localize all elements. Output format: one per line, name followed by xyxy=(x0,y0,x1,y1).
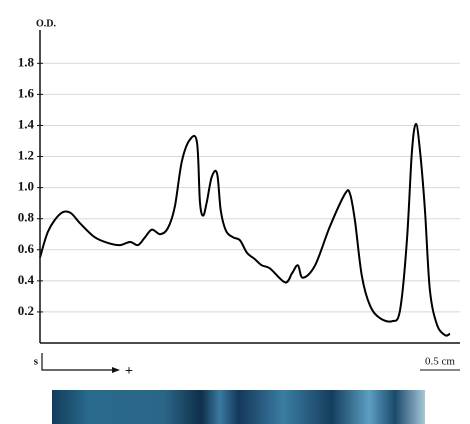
trace-line xyxy=(39,122,451,337)
y-tick-label: 0.6 xyxy=(18,241,35,256)
y-tick-label: 1.2 xyxy=(18,148,34,163)
y-tick-label: 1.8 xyxy=(18,54,35,69)
direction-arrow xyxy=(41,353,112,371)
y-tick-label: 1.4 xyxy=(18,116,35,131)
arrow-head xyxy=(112,367,120,373)
gel-image xyxy=(52,390,425,424)
y-tick-label: 1.0 xyxy=(18,179,34,194)
y-tick-label: 0.2 xyxy=(18,303,34,318)
scale-label: 0.5 cm xyxy=(425,356,455,368)
direction-label: + xyxy=(125,364,133,379)
sample-label: s xyxy=(34,356,39,368)
y-tick-label: 0.8 xyxy=(18,210,35,225)
y-tick-label: 0.4 xyxy=(18,272,35,287)
y-tick-label: 1.6 xyxy=(18,85,35,100)
plot-area xyxy=(39,62,460,337)
y-axis-label: O.D. xyxy=(36,18,57,29)
